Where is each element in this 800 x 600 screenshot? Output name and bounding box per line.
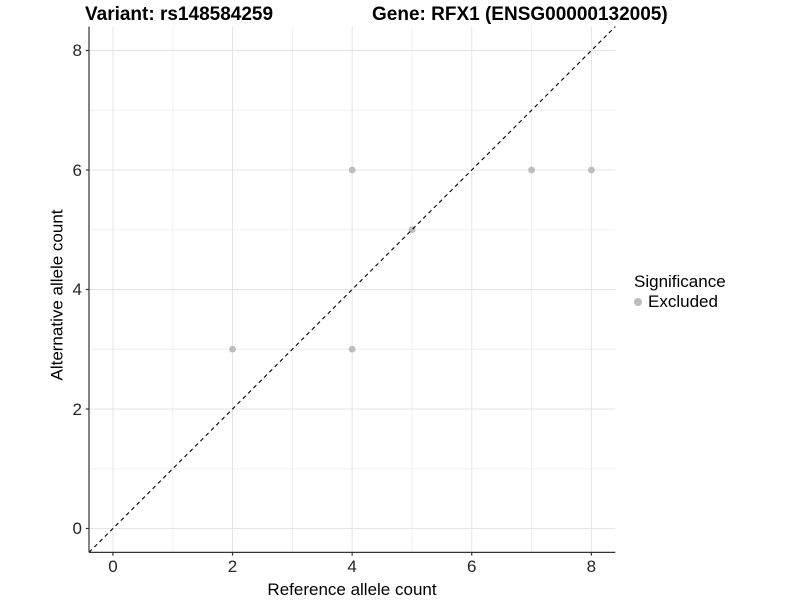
y-tick-label: 4 [72, 280, 82, 299]
x-tick-label: 4 [347, 557, 357, 576]
legend: Significance Excluded [634, 272, 726, 312]
x-axis-title: Reference allele count [267, 580, 437, 599]
x-tick-label: 6 [467, 557, 477, 576]
legend-item-label: Excluded [648, 292, 718, 311]
y-tick-label: 6 [72, 160, 82, 180]
legend-item-excluded: Excluded [634, 292, 726, 312]
x-tick-label: 2 [227, 557, 238, 576]
x-tick-label: 0 [108, 557, 118, 576]
legend-title: Significance [634, 272, 726, 291]
data-point [348, 345, 356, 353]
data-point [528, 166, 535, 174]
y-tick-label: 2 [72, 399, 82, 419]
plot-title-gene: Gene: RFX1 (ENSG00000132005) [372, 4, 668, 25]
data-point [587, 166, 595, 174]
data-point [348, 166, 356, 174]
data-point [229, 345, 236, 353]
x-tick-label: 8 [586, 557, 597, 576]
y-tick-label: 0 [72, 519, 82, 538]
identity-reference-line [88, 26, 616, 553]
plot-title-variant: Variant: rs148584259 [85, 4, 274, 25]
y-tick-label: 8 [72, 41, 82, 60]
legend-point-icon [634, 298, 642, 306]
